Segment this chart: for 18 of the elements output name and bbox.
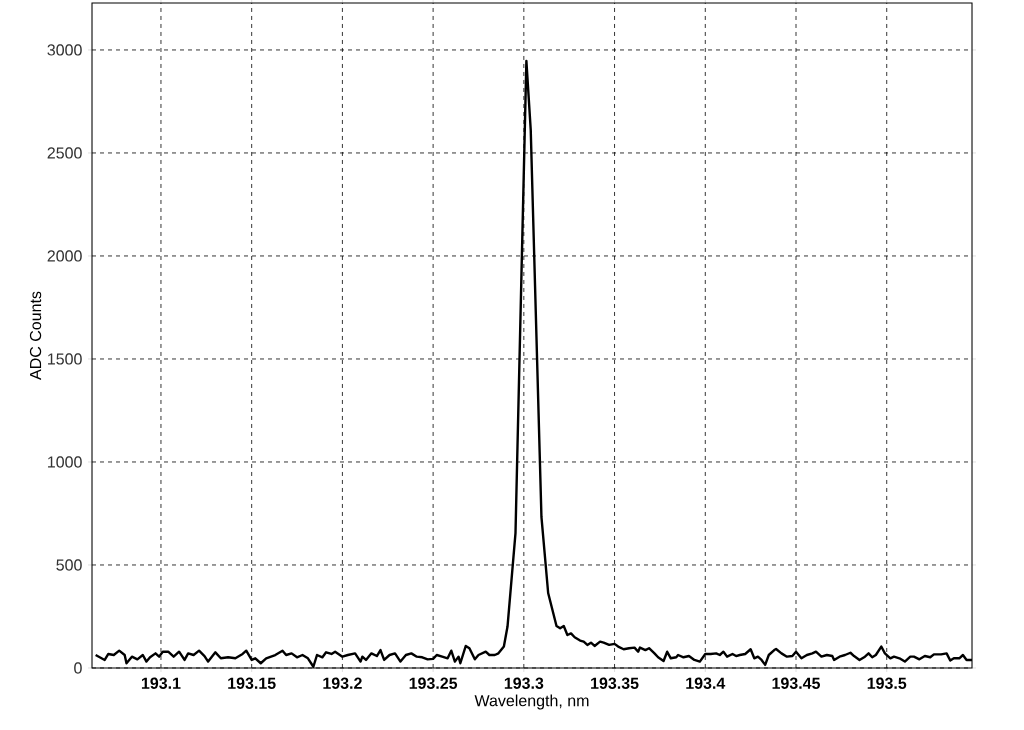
- x-tick-label: 193.45: [772, 677, 821, 689]
- x-tick-label: 193.2: [323, 677, 362, 689]
- y-tick-label: 2500: [47, 147, 82, 159]
- x-tick-label: 193.15: [228, 677, 276, 689]
- y-tick-label: 1000: [48, 456, 82, 468]
- y-axis-title: ADC Counts: [29, 291, 42, 380]
- x-tick-label: 193.3: [504, 677, 544, 689]
- x-tick-label: 193.4: [686, 677, 726, 689]
- y-tick-label: 3000: [47, 44, 82, 56]
- x-tick-label: 193.25: [409, 677, 458, 689]
- x-tick-label: 193.35: [591, 677, 639, 689]
- y-tick-label: 1500: [48, 353, 82, 365]
- x-tick-label: 193.1: [141, 677, 181, 689]
- x-axis-title: Wavelength, nm: [474, 694, 589, 710]
- x-tick-label: 193.5: [867, 677, 907, 689]
- y-tick-label: 2000: [47, 250, 82, 262]
- y-tick-label: 0: [74, 662, 82, 674]
- y-tick-label: 500: [56, 559, 82, 571]
